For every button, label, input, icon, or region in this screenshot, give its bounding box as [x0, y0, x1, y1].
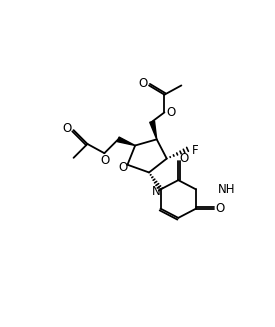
Text: O: O — [138, 77, 147, 90]
Text: O: O — [180, 152, 189, 165]
Text: O: O — [63, 122, 72, 135]
Text: NH: NH — [218, 183, 235, 196]
Text: O: O — [215, 202, 224, 215]
Polygon shape — [117, 137, 135, 146]
Text: F: F — [192, 145, 199, 157]
Text: O: O — [166, 106, 175, 119]
Text: O: O — [100, 154, 110, 167]
Text: N: N — [152, 185, 161, 198]
Text: O: O — [118, 161, 128, 174]
Polygon shape — [150, 121, 157, 139]
